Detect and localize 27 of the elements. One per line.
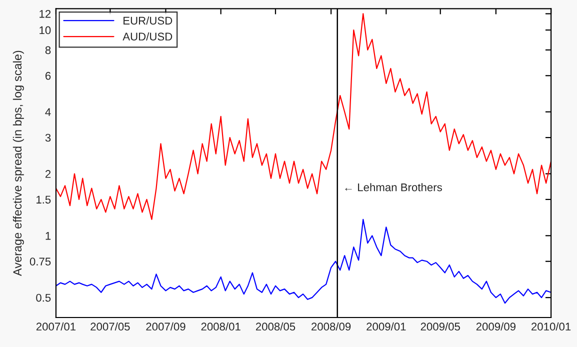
- x-tick-label: 2008/01: [201, 322, 240, 331]
- y-tick-label: 3: [45, 134, 51, 142]
- y-tick-label: 1.5: [36, 196, 51, 204]
- y-tick-label: 2: [45, 170, 51, 178]
- x-tick-label: 2009/05: [420, 322, 460, 331]
- y-tick-label: 6: [45, 72, 51, 80]
- x-tick-label: 2010/01: [532, 322, 571, 331]
- y-tick-label: 0.5: [36, 294, 51, 302]
- x-tick-label: 2009/01: [366, 322, 406, 331]
- y-tick-label: 8: [45, 46, 51, 54]
- y-tick-label: 1: [46, 232, 51, 240]
- line-series: [56, 218, 552, 304]
- legend-label: AUD/USD: [122, 32, 172, 41]
- y-axis-title: Average effective spread (in bps, log scale): [12, 50, 24, 276]
- x-tick-label: 2009/09: [476, 322, 516, 331]
- x-tick-label: 2008/09: [312, 322, 351, 331]
- line-series: [56, 13, 552, 220]
- legend-label: EUR/USD: [124, 16, 172, 25]
- y-tick-label: 10: [40, 26, 51, 34]
- x-tick-label: 2007/09: [146, 322, 186, 331]
- annotation: ← Lehman Brothers: [345, 183, 442, 192]
- y-tick-label: 4: [45, 108, 51, 116]
- y-tick-label: 12: [40, 10, 51, 18]
- x-tick-label: 2007/05: [90, 322, 130, 331]
- x-tick-label: 2007/01: [36, 322, 76, 331]
- y-tick-label: 0.75: [30, 258, 51, 266]
- x-tick-label: 2008/05: [256, 322, 296, 331]
